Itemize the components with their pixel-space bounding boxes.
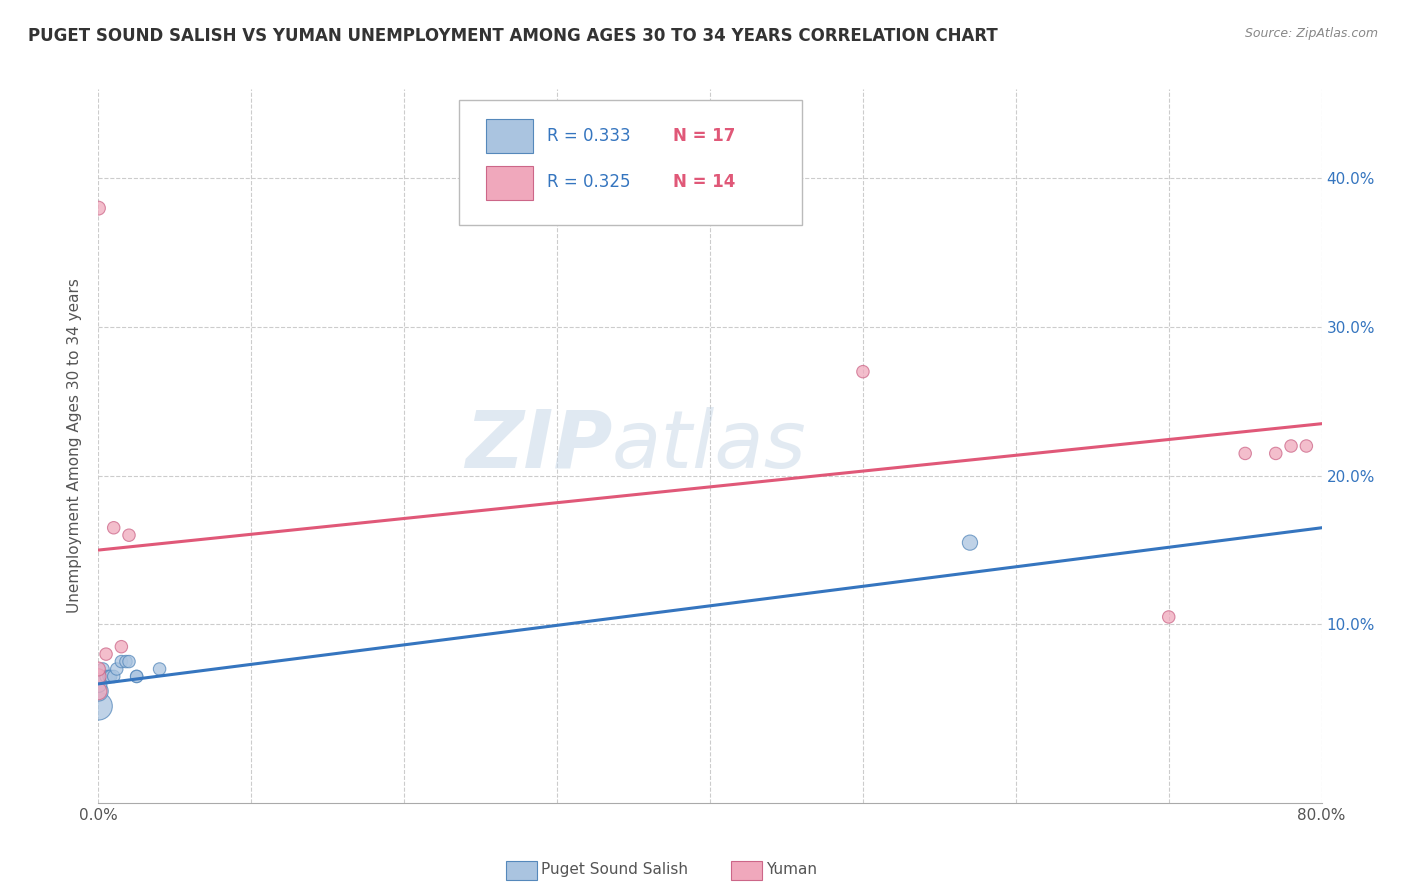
- Text: atlas: atlas: [612, 407, 807, 485]
- Point: [87, 662, 110, 676]
- Point: [1279, 439, 1302, 453]
- Bar: [486, 166, 533, 200]
- Text: R = 0.325: R = 0.325: [547, 173, 631, 191]
- Point: [118, 528, 141, 542]
- Point: [959, 535, 981, 549]
- Y-axis label: Unemployment Among Ages 30 to 34 years: Unemployment Among Ages 30 to 34 years: [67, 278, 83, 614]
- Text: N = 17: N = 17: [673, 127, 735, 145]
- Point: [103, 669, 125, 683]
- Text: ZIP: ZIP: [465, 407, 612, 485]
- Point: [91, 662, 114, 676]
- Point: [94, 647, 117, 661]
- Point: [149, 662, 172, 676]
- Point: [87, 684, 110, 698]
- Point: [87, 669, 110, 683]
- Text: Source: ZipAtlas.com: Source: ZipAtlas.com: [1244, 27, 1378, 40]
- Point: [1264, 446, 1286, 460]
- Point: [852, 365, 875, 379]
- Point: [125, 669, 148, 683]
- Point: [100, 669, 122, 683]
- Point: [1234, 446, 1257, 460]
- FancyBboxPatch shape: [460, 100, 801, 225]
- Point: [110, 640, 132, 654]
- Bar: [486, 120, 533, 153]
- Point: [110, 655, 132, 669]
- Point: [87, 684, 110, 698]
- Point: [105, 662, 128, 676]
- Point: [1157, 610, 1180, 624]
- Text: Yuman: Yuman: [766, 863, 817, 877]
- Text: N = 14: N = 14: [673, 173, 735, 191]
- Point: [103, 521, 125, 535]
- Text: PUGET SOUND SALISH VS YUMAN UNEMPLOYMENT AMONG AGES 30 TO 34 YEARS CORRELATION C: PUGET SOUND SALISH VS YUMAN UNEMPLOYMENT…: [28, 27, 998, 45]
- Point: [115, 655, 138, 669]
- Point: [87, 669, 110, 683]
- Point: [1295, 439, 1317, 453]
- Point: [98, 669, 121, 683]
- Point: [87, 699, 110, 714]
- Text: R = 0.333: R = 0.333: [547, 127, 631, 145]
- Point: [125, 669, 148, 683]
- Point: [87, 677, 110, 691]
- Point: [94, 669, 117, 683]
- Point: [87, 201, 110, 215]
- Point: [118, 655, 141, 669]
- Text: Puget Sound Salish: Puget Sound Salish: [541, 863, 689, 877]
